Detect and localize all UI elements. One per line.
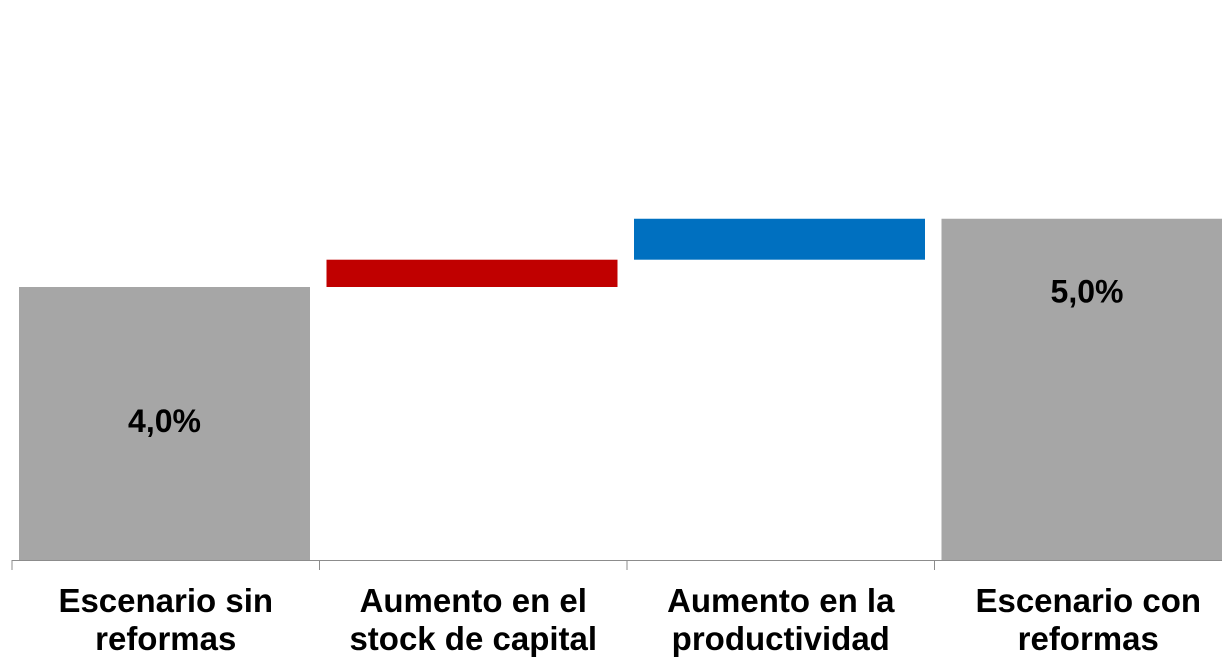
bar-4 <box>941 218 1222 560</box>
bar-2 <box>326 259 618 287</box>
x-axis <box>11 560 1222 570</box>
bar-value-label-4: 5,0% <box>1051 273 1124 309</box>
category-label-3: Aumento en la productividad <box>667 582 895 657</box>
bar-3 <box>634 218 925 260</box>
bar-value-label-3: 0,6 p.p. <box>688 273 771 300</box>
bar-1 <box>19 287 310 560</box>
category-label-2: Aumento en el stock de capital <box>349 582 597 657</box>
bar-labels-layer: 4,0% 0,4 p.p. 0,6 p.p. 5,0% <box>128 273 1123 439</box>
category-label-line: Aumento en el <box>360 582 587 619</box>
category-label-line: productividad <box>672 620 890 657</box>
category-label-line: Aumento en la <box>667 582 895 619</box>
category-label-line: reformas <box>1018 620 1159 657</box>
category-label-line: reformas <box>95 620 236 657</box>
bar-value-label-2: 0,4 p.p. <box>359 314 442 341</box>
bar-value-label-1: 4,0% <box>128 403 201 439</box>
category-label-4: Escenario con reformas <box>975 582 1201 657</box>
category-label-1: Escenario sin reformas <box>58 582 273 657</box>
bars-layer <box>19 218 1222 560</box>
category-label-line: Escenario sin <box>58 582 273 619</box>
category-label-line: Escenario con <box>975 582 1201 619</box>
category-label-line: stock de capital <box>349 620 597 657</box>
